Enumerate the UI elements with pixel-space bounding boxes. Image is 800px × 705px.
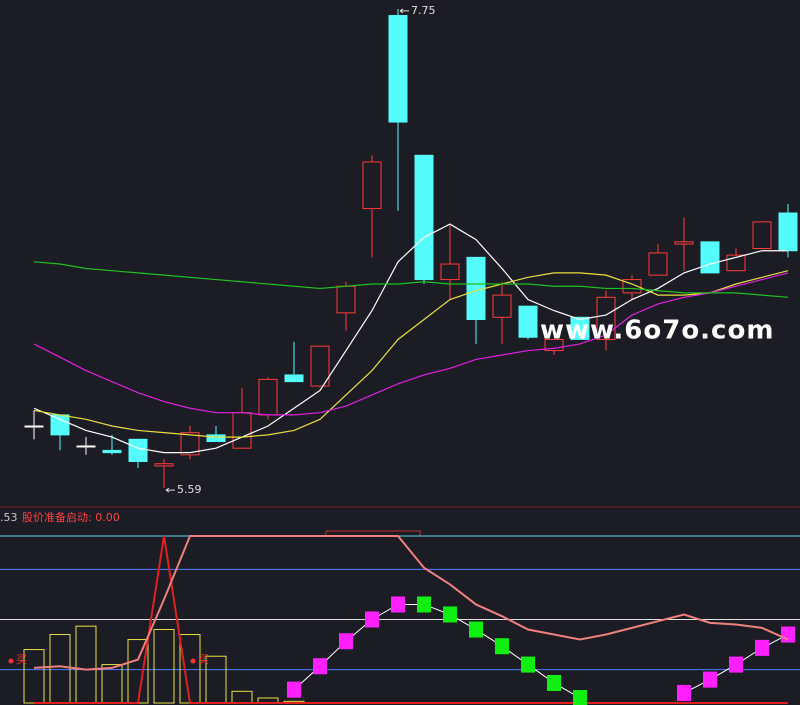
candle-body bbox=[700, 241, 720, 274]
watermark: www.6o7o.com bbox=[540, 316, 774, 346]
indicator-title: 股价准备启动: 0.00 bbox=[22, 510, 120, 524]
indicator-value: .53 bbox=[0, 511, 18, 524]
bar bbox=[153, 629, 175, 704]
block bbox=[339, 633, 353, 650]
candle-body bbox=[778, 212, 798, 252]
annotation-arrow bbox=[399, 8, 409, 14]
block bbox=[391, 596, 405, 613]
candle-body bbox=[492, 294, 512, 318]
block bbox=[755, 639, 769, 656]
candle-body bbox=[232, 412, 252, 449]
block bbox=[417, 596, 431, 613]
candle-body bbox=[310, 345, 330, 387]
candle-body bbox=[154, 463, 174, 467]
candle-body bbox=[674, 241, 694, 245]
candle-body bbox=[76, 445, 96, 448]
candle-body bbox=[752, 221, 772, 249]
block bbox=[703, 671, 717, 688]
ma-line bbox=[33, 270, 789, 438]
candle-body bbox=[518, 305, 538, 338]
block bbox=[469, 621, 483, 638]
block bbox=[729, 656, 743, 673]
signal-dot bbox=[190, 658, 196, 664]
candle-body bbox=[336, 285, 356, 314]
candle-body bbox=[50, 414, 70, 436]
candle-body bbox=[570, 316, 590, 340]
block bbox=[781, 626, 795, 643]
block bbox=[365, 611, 379, 628]
candle-body bbox=[180, 432, 200, 456]
block bbox=[677, 684, 691, 701]
ma-line bbox=[33, 223, 788, 454]
candle-body bbox=[414, 154, 434, 281]
candle-body bbox=[440, 263, 460, 281]
signal-label: 买 bbox=[198, 653, 209, 666]
signal-dot bbox=[8, 658, 14, 664]
ma-line bbox=[33, 272, 789, 416]
candle-body bbox=[362, 161, 382, 210]
candle-body bbox=[258, 378, 278, 416]
block bbox=[573, 689, 587, 705]
block bbox=[547, 674, 561, 691]
spike-line bbox=[34, 535, 788, 704]
block bbox=[495, 638, 509, 655]
annotation-label: 7.75 bbox=[411, 4, 436, 17]
signal-label: 买 bbox=[16, 653, 27, 666]
candle-body bbox=[388, 15, 408, 123]
ma-line bbox=[33, 261, 789, 298]
annotation-arrow bbox=[165, 487, 175, 493]
candle-body bbox=[206, 434, 226, 443]
candle-body bbox=[102, 449, 122, 454]
candle-body bbox=[284, 374, 304, 383]
candle-body bbox=[24, 425, 44, 428]
block bbox=[313, 658, 327, 675]
candle-body bbox=[544, 338, 564, 352]
block bbox=[521, 656, 535, 673]
signal-line bbox=[33, 535, 789, 671]
candle-body bbox=[128, 438, 148, 462]
candle-body bbox=[648, 252, 668, 276]
candle-body bbox=[596, 296, 616, 340]
block bbox=[443, 606, 457, 623]
annotation-label: 5.59 bbox=[177, 483, 202, 496]
block bbox=[287, 681, 301, 698]
